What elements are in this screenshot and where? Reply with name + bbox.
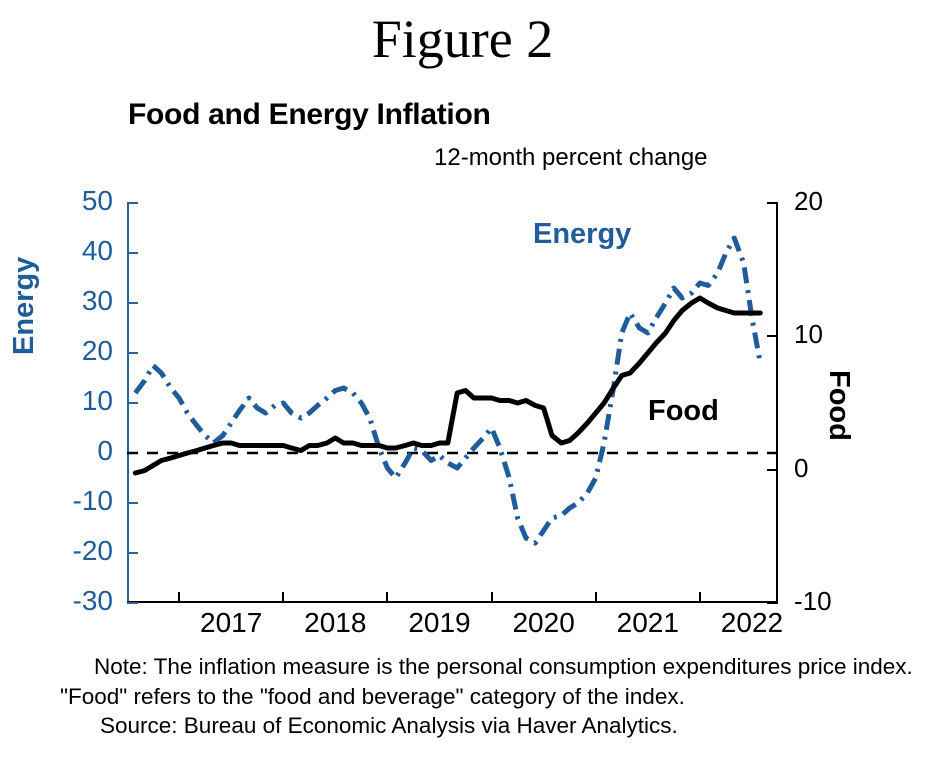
x-tick-label: 2020	[512, 607, 575, 638]
y-tick-label-left: 20	[81, 335, 113, 366]
series-line-food	[132, 295, 763, 476]
chart-title: Food and Energy Inflation	[128, 98, 491, 131]
series-annotation-energy: Energy	[533, 218, 632, 250]
y-tick-left	[127, 402, 138, 404]
y-tick-left	[127, 352, 138, 354]
y-tick-left	[127, 502, 138, 504]
note-text: Note: The inflation measure is the perso…	[60, 654, 913, 709]
footnotes: Note: The inflation measure is the perso…	[60, 652, 925, 741]
series-annotation-food: Food	[648, 395, 719, 427]
y-tick-left	[127, 602, 138, 604]
y-tick-right	[767, 468, 778, 471]
x-tick	[386, 592, 389, 603]
figure-label: Figure 2	[371, 9, 554, 69]
y-tick-label-right: -10	[794, 586, 832, 616]
x-tick	[178, 592, 181, 603]
y-tick-label-left: -30	[72, 585, 113, 616]
x-tick	[282, 592, 285, 603]
y-tick-label-left: 10	[81, 385, 113, 416]
y-tick-label-left: 0	[97, 435, 113, 466]
y-tick-label-right: 10	[794, 319, 823, 350]
x-tick-label: 2019	[408, 607, 471, 638]
x-tick-label: 2021	[616, 607, 679, 638]
plot-area: 50 40 30 20 10 0 -10 -20 -30 20 10 0 -10 2017 2018 20…	[73, 185, 832, 638]
x-tick	[698, 592, 701, 603]
y-tick-right	[767, 602, 778, 604]
y-tick-left	[127, 552, 138, 554]
y-tick-left	[127, 302, 138, 304]
x-tick	[490, 592, 493, 603]
y-tick-label-left: 50	[81, 185, 113, 216]
x-axis-line	[127, 601, 778, 603]
y-tick-label-right: 20	[794, 186, 823, 216]
y-tick-left	[127, 202, 138, 204]
y-tick-label-right: 0	[794, 452, 809, 483]
y-tick-label-left: -20	[72, 535, 113, 566]
x-tick-label: 2017	[200, 607, 263, 638]
y-axis-right-title: Food	[823, 370, 855, 441]
y-tick-left	[127, 252, 138, 254]
y-tick-label-left: 30	[81, 285, 113, 316]
series-canvas	[127, 235, 778, 546]
y-axis-right-line	[776, 203, 778, 603]
x-tick-label: 2022	[720, 607, 784, 638]
y-tick-label-left: 40	[81, 235, 113, 266]
x-tick-label: 2018	[304, 607, 367, 638]
chart-subtitle: 12-month percent change	[434, 144, 708, 171]
source-text: Source: Bureau of Economic Analysis via …	[100, 713, 678, 739]
series-line-energy	[133, 235, 763, 546]
y-tick-label-left: -10	[72, 485, 113, 516]
x-tick	[594, 592, 597, 603]
y-tick-right	[767, 202, 778, 204]
y-tick-right	[767, 335, 778, 338]
